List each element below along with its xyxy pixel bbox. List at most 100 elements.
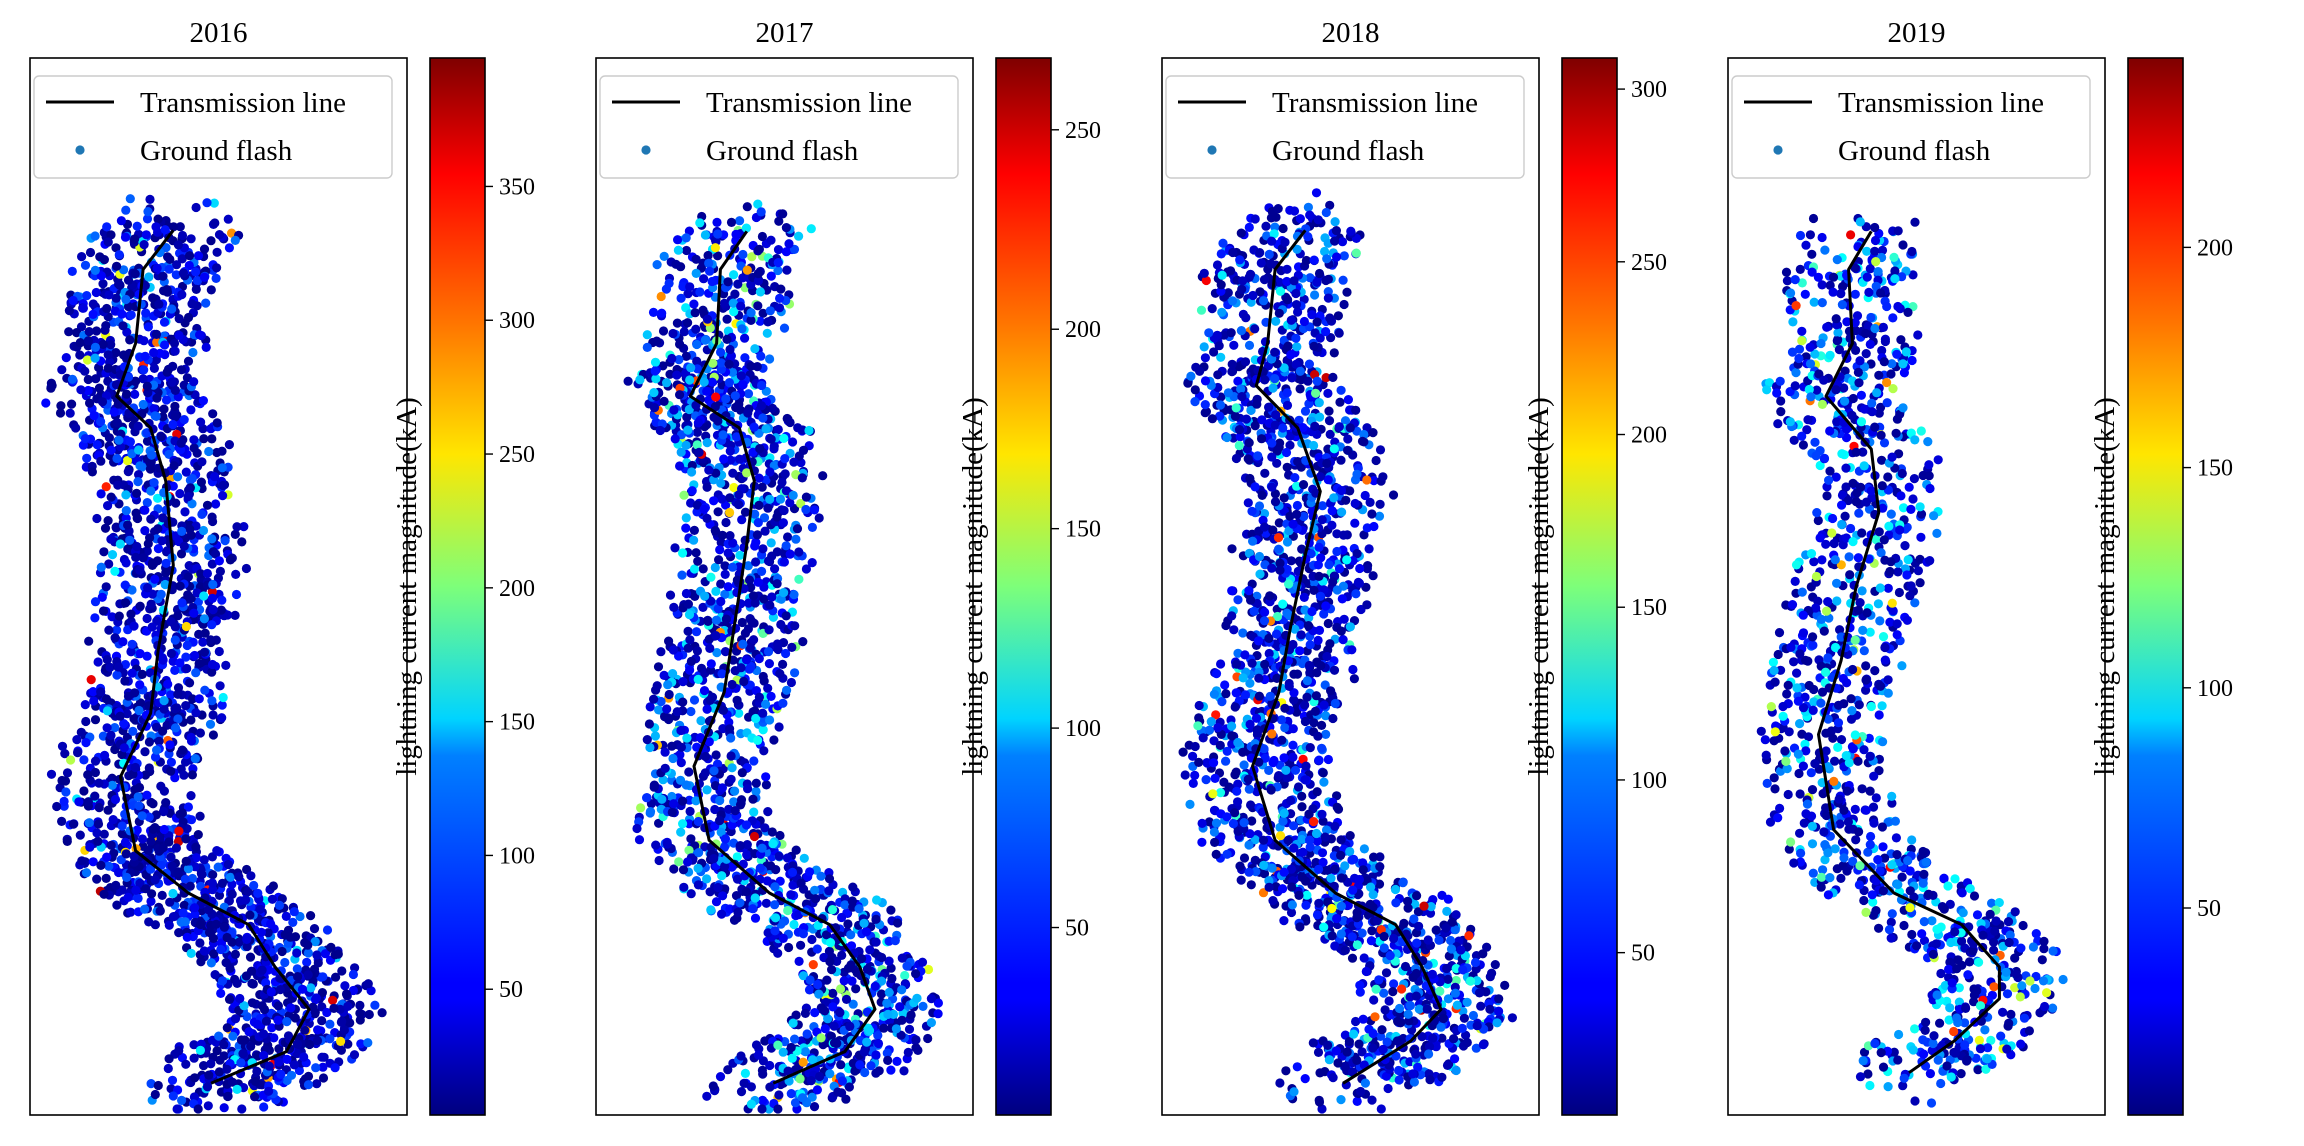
ground-flash-point	[60, 749, 70, 759]
ground-flash-point	[689, 299, 699, 309]
ground-flash-point	[1229, 625, 1239, 635]
ground-flash-point	[733, 279, 743, 289]
ground-flash-point	[155, 906, 165, 916]
ground-flash-point	[736, 1087, 747, 1097]
ground-flash-point	[57, 741, 68, 751]
ground-flash-point	[121, 849, 131, 859]
ground-flash-point	[330, 1063, 340, 1073]
ground-flash-point	[180, 917, 190, 927]
ground-flash-point	[137, 669, 147, 680]
ground-flash-point	[824, 886, 834, 896]
ground-flash-point	[306, 983, 316, 993]
ground-flash-point	[175, 489, 185, 499]
ground-flash-point	[1500, 980, 1510, 991]
ground-flash-point	[75, 338, 85, 348]
ground-flash-point	[222, 1064, 232, 1074]
ground-flash-point	[41, 398, 51, 408]
ground-flash-point	[187, 299, 197, 309]
ground-flash-point	[708, 1081, 718, 1091]
ground-flash-point	[144, 272, 154, 282]
ground-flash-point	[199, 946, 209, 956]
ground-flash-point	[657, 794, 667, 804]
ground-flash-point	[186, 732, 196, 743]
ground-flash-point	[170, 622, 180, 632]
ground-flash-point	[162, 546, 172, 556]
ground-flash-point	[333, 949, 343, 959]
ground-flash-point	[773, 258, 783, 268]
ground-flash-point	[672, 707, 682, 717]
ground-flash-point	[132, 221, 142, 231]
ground-flash-point	[57, 365, 67, 375]
ground-flash-point	[749, 618, 759, 628]
ground-flash-point	[766, 434, 776, 444]
ground-flash-point	[713, 882, 723, 893]
ground-flash-point	[711, 392, 721, 402]
ground-flash-point	[735, 898, 745, 908]
ground-flash-point	[114, 611, 124, 621]
ground-flash-point	[207, 534, 217, 544]
ground-flash-point	[186, 948, 196, 959]
ground-flash-point	[77, 856, 87, 866]
ground-flash-point	[154, 299, 164, 309]
ground-flash-point	[92, 513, 102, 524]
colorbar-tick-label: 200	[1065, 317, 1101, 343]
ground-flash-point	[788, 1018, 798, 1028]
ground-flash-point	[103, 805, 113, 815]
ground-flash-point	[702, 513, 712, 524]
ground-flash-point	[247, 998, 257, 1008]
ground-flash-point	[730, 391, 740, 401]
ground-flash-point	[356, 1039, 366, 1049]
ground-flash-point	[727, 763, 737, 773]
ground-flash-point	[1330, 821, 1340, 831]
ground-flash-point	[132, 513, 142, 523]
ground-flash-point	[902, 961, 912, 971]
ground-flash-point	[67, 266, 77, 276]
ground-flash-point	[689, 525, 700, 536]
ground-flash-point	[765, 600, 775, 610]
ground-flash-point	[755, 287, 766, 297]
ground-flash-point	[212, 846, 222, 856]
ground-flash-point	[763, 683, 773, 693]
ground-flash-point	[650, 731, 661, 741]
ground-flash-point	[748, 904, 758, 914]
ground-flash-point	[685, 635, 695, 645]
ground-flash-point	[101, 873, 111, 884]
ground-flash-point	[244, 1027, 254, 1037]
ground-flash-point	[779, 588, 789, 598]
ground-flash-point	[168, 1091, 178, 1101]
ground-flash-point	[715, 545, 725, 555]
ground-flash-point	[758, 1069, 768, 1079]
ground-flash-point	[158, 726, 168, 736]
ground-flash-point	[810, 1008, 820, 1018]
ground-flash-point	[765, 715, 775, 725]
ground-flash-point	[681, 245, 692, 256]
ground-flash-point	[269, 1033, 279, 1043]
ground-flash-point	[325, 1034, 335, 1044]
ground-flash-point	[196, 417, 206, 427]
ground-flash-point	[232, 522, 242, 532]
ground-flash-point	[214, 1031, 224, 1041]
ground-flash-point	[761, 772, 771, 782]
ground-flash-point	[687, 486, 697, 496]
ground-flash-point	[645, 742, 655, 753]
ground-flash-point	[784, 942, 794, 953]
ground-flash-point	[699, 686, 710, 696]
ground-flash-point	[141, 308, 151, 318]
ground-flash-point	[90, 756, 101, 766]
ground-flash-point	[1338, 635, 1348, 645]
ground-flash-point	[266, 919, 276, 929]
ground-flash-point	[692, 427, 703, 437]
ground-flash-point	[860, 1067, 870, 1078]
ground-flash-point	[90, 597, 101, 607]
ground-flash-point	[220, 536, 230, 546]
ground-flash-point	[650, 366, 660, 376]
ground-flash-point	[760, 1036, 770, 1046]
ground-flash-point	[194, 658, 204, 669]
ground-flash-point	[711, 615, 722, 625]
ground-flash-point	[791, 1010, 801, 1020]
ground-flash-point	[231, 589, 242, 600]
ground-flash-point	[173, 683, 184, 693]
ground-flash-point	[779, 505, 789, 516]
ground-flash-point	[762, 876, 772, 886]
ground-flash-point	[770, 900, 780, 910]
